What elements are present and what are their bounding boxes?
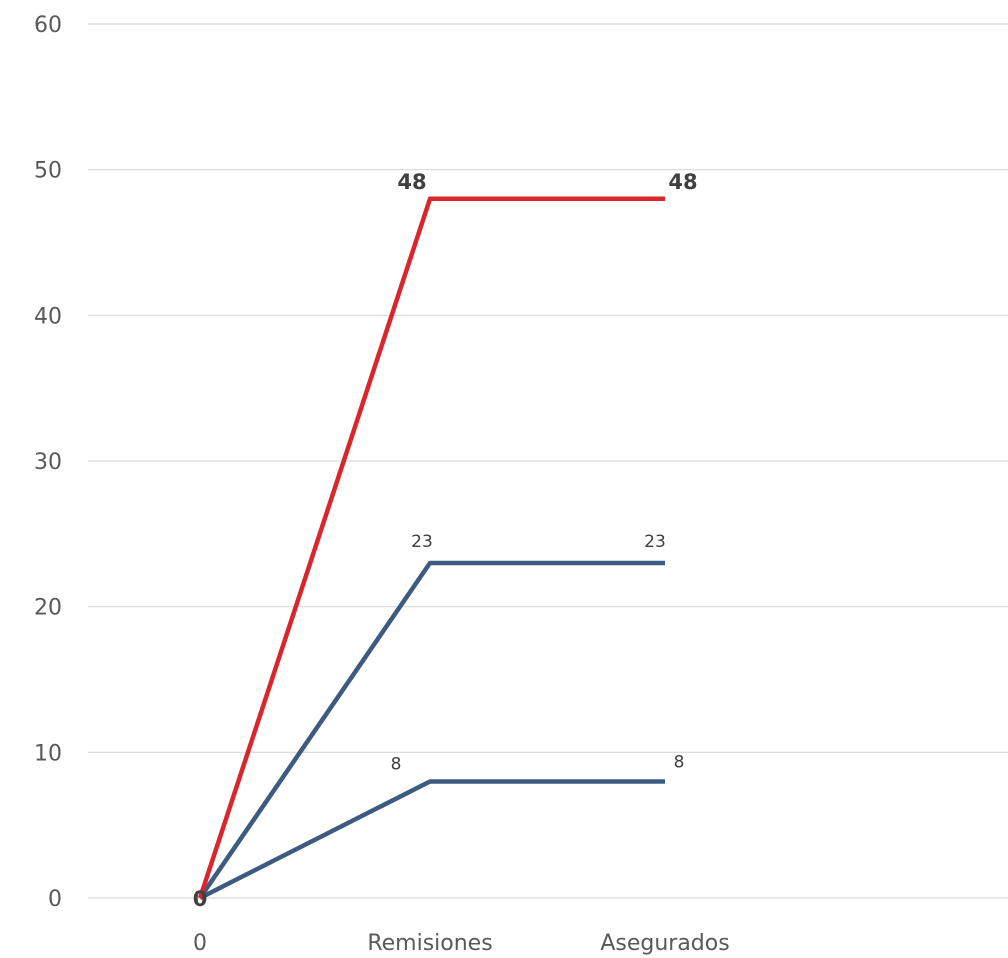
data-label: 23 [411,532,433,552]
data-labels: 0 48 48 23 23 8 8 [193,170,698,911]
y-tick-label: 60 [34,13,62,38]
series-line-0 [197,196,665,899]
data-label: 8 [674,752,685,772]
series-line-2 [198,779,665,901]
y-axis-tick-labels: 0 10 20 30 40 50 60 [34,13,62,912]
x-category-label: Asegurados [600,931,729,956]
y-tick-label: 50 [34,159,62,184]
data-label: 48 [668,170,697,194]
x-category-label: 0 [193,931,207,956]
data-label: 8 [391,754,402,774]
data-label: 23 [644,532,666,552]
y-tick-label: 30 [34,450,62,475]
series-line-1 [198,560,665,900]
y-tick-label: 0 [48,887,62,912]
x-category-label: Remisiones [367,931,492,956]
data-label: 0 [193,887,208,911]
gridlines [88,23,1008,899]
x-axis-category-labels: 0 Remisiones Asegurados [193,931,730,956]
data-label: 48 [397,170,426,194]
y-tick-label: 10 [34,741,62,766]
series-lines [197,196,665,901]
y-tick-label: 40 [34,304,62,329]
y-tick-label: 20 [34,596,62,621]
